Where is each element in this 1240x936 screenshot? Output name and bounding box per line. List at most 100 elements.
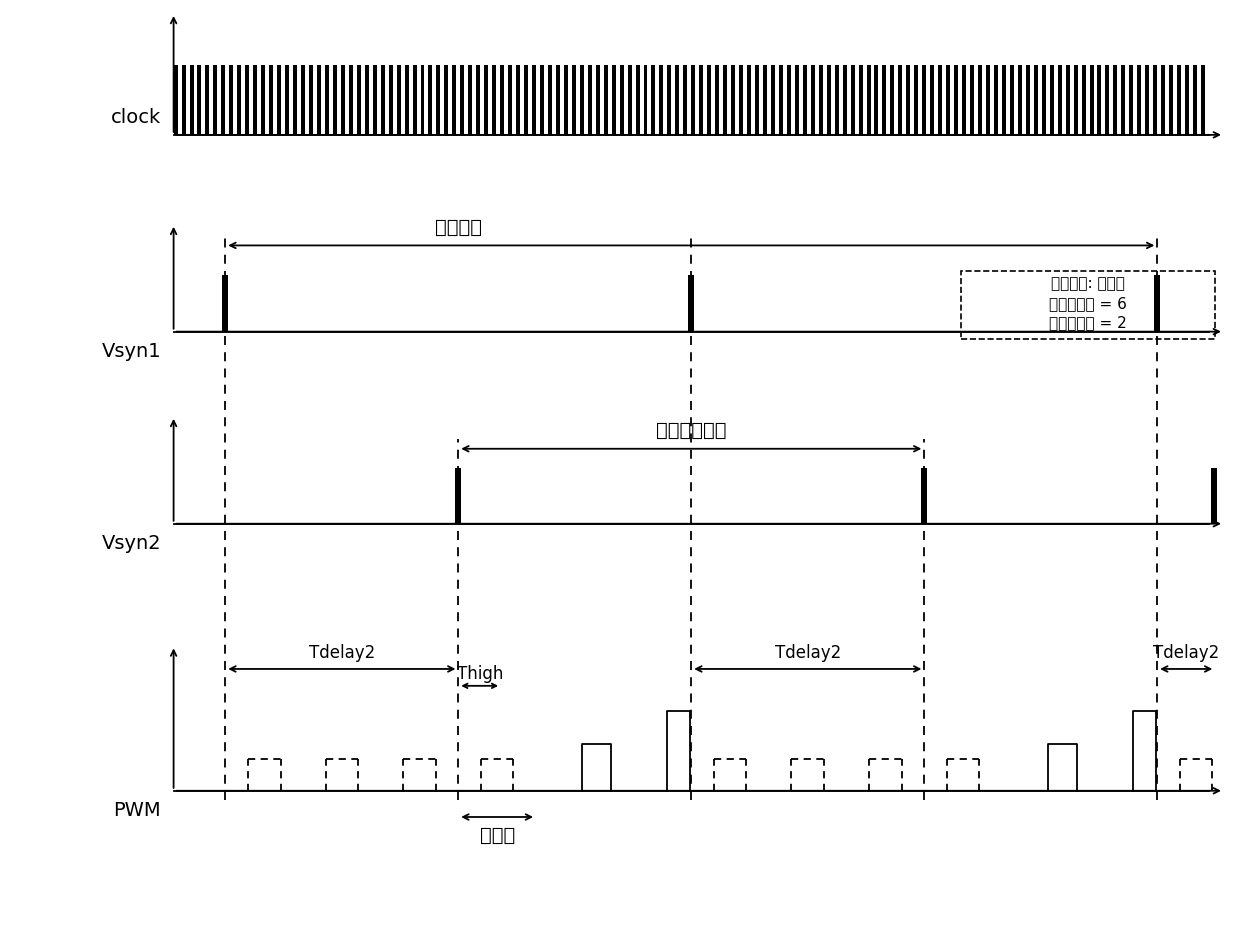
Polygon shape: [476, 66, 480, 136]
Text: 第一脉冲数 = 6: 第一脉冲数 = 6: [1049, 296, 1127, 311]
Polygon shape: [580, 66, 584, 136]
Polygon shape: [341, 66, 345, 136]
Polygon shape: [914, 66, 919, 136]
Polygon shape: [453, 66, 456, 136]
Polygon shape: [986, 66, 990, 136]
Polygon shape: [413, 66, 417, 136]
Polygon shape: [1034, 66, 1038, 136]
Polygon shape: [1121, 66, 1126, 136]
Text: 延时同步周期: 延时同步周期: [656, 421, 727, 440]
Polygon shape: [516, 66, 520, 136]
Polygon shape: [492, 66, 496, 136]
Polygon shape: [692, 66, 696, 136]
Polygon shape: [874, 66, 878, 136]
Polygon shape: [1106, 66, 1110, 136]
Polygon shape: [388, 66, 393, 136]
Polygon shape: [939, 66, 942, 136]
Text: Thigh: Thigh: [456, 665, 503, 682]
Polygon shape: [444, 66, 449, 136]
Polygon shape: [174, 66, 177, 136]
Polygon shape: [1153, 66, 1157, 136]
Polygon shape: [811, 66, 815, 136]
Polygon shape: [285, 66, 289, 136]
Polygon shape: [921, 468, 928, 524]
Polygon shape: [923, 66, 926, 136]
Polygon shape: [688, 276, 694, 332]
Polygon shape: [1169, 66, 1173, 136]
Polygon shape: [436, 66, 440, 136]
Polygon shape: [278, 66, 281, 136]
Polygon shape: [213, 66, 217, 136]
Polygon shape: [556, 66, 560, 136]
Text: 同步周期: 同步周期: [435, 218, 482, 237]
Polygon shape: [539, 66, 544, 136]
Polygon shape: [676, 66, 680, 136]
Polygon shape: [500, 66, 505, 136]
Polygon shape: [365, 66, 368, 136]
Polygon shape: [1074, 66, 1078, 136]
Polygon shape: [930, 66, 934, 136]
Polygon shape: [1177, 66, 1182, 136]
Polygon shape: [667, 66, 671, 136]
Polygon shape: [843, 66, 847, 136]
Text: Vsyn2: Vsyn2: [102, 534, 161, 552]
Polygon shape: [1185, 66, 1189, 136]
Polygon shape: [197, 66, 201, 136]
Polygon shape: [222, 276, 228, 332]
Polygon shape: [970, 66, 975, 136]
Polygon shape: [620, 66, 624, 136]
Text: Tdelay2: Tdelay2: [1153, 644, 1219, 662]
Polygon shape: [699, 66, 703, 136]
Polygon shape: [420, 66, 424, 136]
Polygon shape: [229, 66, 233, 136]
Polygon shape: [818, 66, 822, 136]
Polygon shape: [1025, 66, 1029, 136]
Polygon shape: [1211, 468, 1218, 524]
Text: PWM: PWM: [114, 800, 161, 819]
Polygon shape: [651, 66, 656, 136]
Polygon shape: [795, 66, 799, 136]
Polygon shape: [325, 66, 329, 136]
Polygon shape: [572, 66, 575, 136]
Polygon shape: [755, 66, 759, 136]
Polygon shape: [962, 66, 966, 136]
Polygon shape: [1081, 66, 1085, 136]
Polygon shape: [429, 66, 433, 136]
Text: Vsyn1: Vsyn1: [102, 342, 161, 360]
Polygon shape: [883, 66, 887, 136]
Polygon shape: [771, 66, 775, 136]
Text: 第二脉冲数 = 2: 第二脉冲数 = 2: [1049, 315, 1127, 330]
Polygon shape: [484, 66, 489, 136]
Polygon shape: [683, 66, 687, 136]
Polygon shape: [644, 66, 647, 136]
Polygon shape: [1137, 66, 1141, 136]
Polygon shape: [946, 66, 950, 136]
Text: 对齐模式: 尾对齐: 对齐模式: 尾对齐: [1052, 276, 1125, 291]
Polygon shape: [802, 66, 807, 136]
Text: 子周期: 子周期: [480, 825, 515, 843]
Polygon shape: [978, 66, 982, 136]
Polygon shape: [1050, 66, 1054, 136]
Polygon shape: [348, 66, 353, 136]
Polygon shape: [237, 66, 242, 136]
Polygon shape: [246, 66, 249, 136]
Polygon shape: [1146, 66, 1149, 136]
Polygon shape: [181, 66, 186, 136]
Polygon shape: [867, 66, 870, 136]
Polygon shape: [723, 66, 727, 136]
Polygon shape: [508, 66, 512, 136]
Polygon shape: [636, 66, 640, 136]
Polygon shape: [906, 66, 910, 136]
Polygon shape: [732, 66, 735, 136]
Polygon shape: [787, 66, 791, 136]
Polygon shape: [858, 66, 863, 136]
Polygon shape: [1002, 66, 1006, 136]
Polygon shape: [1042, 66, 1045, 136]
Polygon shape: [262, 66, 265, 136]
Polygon shape: [269, 66, 273, 136]
Polygon shape: [1161, 66, 1166, 136]
Polygon shape: [604, 66, 608, 136]
Polygon shape: [954, 66, 959, 136]
Polygon shape: [564, 66, 568, 136]
Polygon shape: [660, 66, 663, 136]
